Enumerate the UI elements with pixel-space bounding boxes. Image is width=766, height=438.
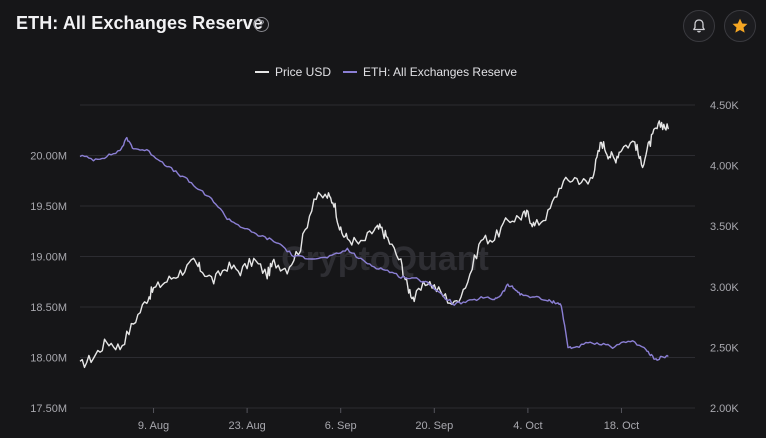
chart-header: ETH: All Exchanges Reserve ? <box>0 0 766 52</box>
exchange-reserve-line[interactable] <box>79 136 669 361</box>
y-left-tick: 19.50M <box>30 201 67 213</box>
legend-label-price: Price USD <box>275 65 332 79</box>
favorite-button[interactable] <box>724 10 756 42</box>
x-tick: 6. Sep <box>325 420 357 432</box>
y-left-tick: 17.50M <box>30 403 67 415</box>
chart-legend: Price USD ETH: All Exchanges Reserve <box>255 64 529 80</box>
y-right-tick: 4.00K <box>710 161 739 173</box>
chart-title: ETH: All Exchanges Reserve <box>16 13 264 33</box>
price-usd-line[interactable] <box>79 120 669 369</box>
y-right-tick: 3.00K <box>710 282 739 294</box>
question-circle-icon[interactable]: ? <box>254 17 269 32</box>
y-left-tick: 20.00M <box>30 151 67 163</box>
chart-axes: 17.50M 18.00M 18.50M 19.00M 19.50M 20.00M 2.00… <box>30 100 739 432</box>
legend-swatch-reserve <box>343 71 358 73</box>
x-tick: 9. Aug <box>138 420 169 432</box>
y-left-tick: 18.00M <box>30 353 67 365</box>
y-left-tick: 18.50M <box>30 302 67 314</box>
star-icon <box>732 18 748 33</box>
legend-swatch-price <box>255 71 269 73</box>
x-tick: 23. Aug <box>228 420 265 432</box>
chart-series <box>79 120 669 369</box>
bell-icon <box>693 19 705 33</box>
y-right-tick: 3.50K <box>710 221 739 233</box>
y-left-tick: 19.00M <box>30 252 67 264</box>
y-right-tick: 2.50K <box>710 342 739 354</box>
x-tick: 20. Sep <box>415 420 453 432</box>
legend-item-price[interactable]: Price USD <box>255 65 331 79</box>
y-right-tick: 4.50K <box>710 100 739 112</box>
x-tick: 18. Oct <box>604 420 639 432</box>
bell-button[interactable] <box>683 10 715 42</box>
chart-grid <box>80 104 695 409</box>
y-right-tick: 2.00K <box>710 403 739 415</box>
legend-label-reserve: ETH: All Exchanges Reserve <box>363 65 518 79</box>
legend-item-reserve[interactable]: ETH: All Exchanges Reserve <box>343 65 517 79</box>
x-tick: 4. Oct <box>513 420 542 432</box>
